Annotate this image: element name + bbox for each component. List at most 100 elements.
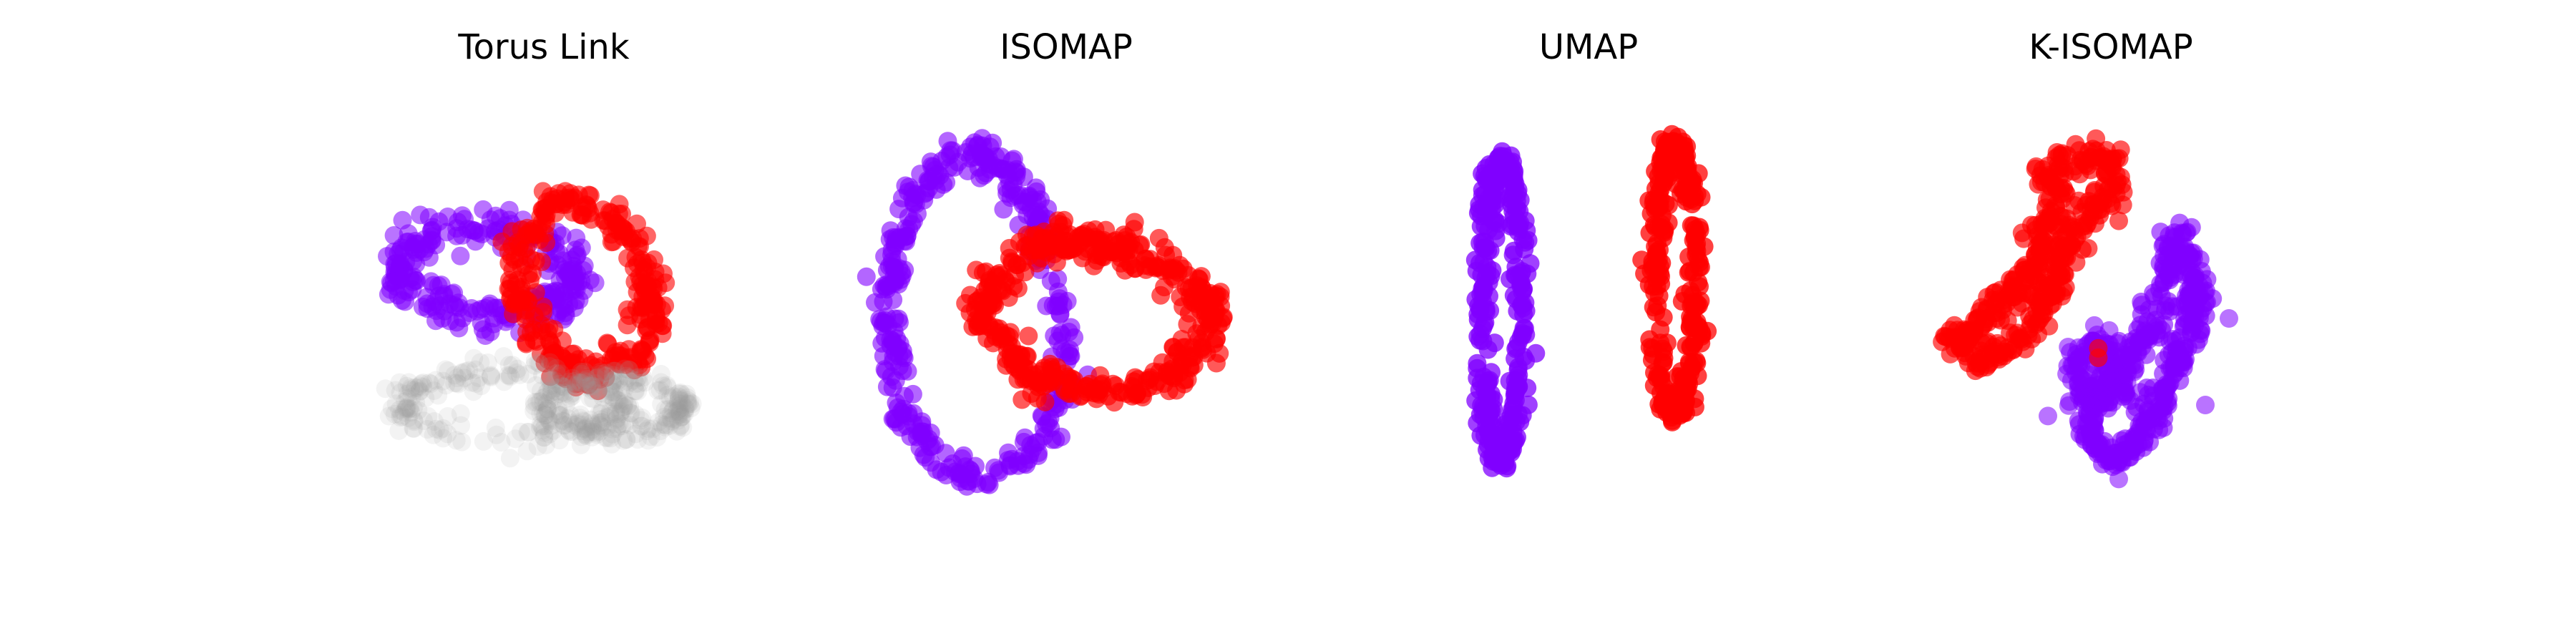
scatter-point-shadow-3-42 [678, 388, 697, 407]
scatter-point-shadow-2-40 [391, 383, 410, 402]
scatter-point-shadow-3-53 [536, 405, 555, 424]
scatter-point-red-1-391 [1060, 225, 1079, 244]
scatter-point-shadow-3-93 [667, 421, 686, 441]
scatter-point-shadow-2-69 [618, 396, 637, 416]
scatter-point-shadow-2-63 [518, 364, 537, 384]
scatter-point-shadow-3-140 [653, 376, 673, 396]
scatter-point-shadow-2-125 [608, 391, 628, 411]
scatter-point-shadow-3-75 [655, 400, 675, 419]
scatter-point-shadow-2-55 [614, 397, 633, 416]
scatter-point-shadow-3-9 [618, 369, 638, 387]
scatter-point-shadow-2-188 [611, 403, 630, 421]
scatter-point-shadow-2-139 [486, 419, 505, 437]
scatter-point-shadow-2-175 [590, 416, 609, 434]
panel-title-isomap: ISOMAP [1000, 27, 1133, 67]
scatter-point-shadow-3-157 [651, 421, 670, 441]
scatter-point-shadow-2-209 [582, 377, 601, 396]
scatter-point-shadow-3-155 [531, 392, 550, 411]
scatter-point-shadow-3-123 [592, 404, 610, 423]
scatter-point-shadow-3-117 [626, 381, 645, 401]
scatter-point-shadow-2-61 [452, 364, 472, 383]
scatter-point-shadow-3-184 [534, 394, 553, 413]
scatter-point-shadow-3-38 [615, 359, 634, 379]
scatter-point-red-1-334 [1148, 258, 1167, 277]
scatter-point-red-1-400 [977, 329, 997, 348]
scatter-point-shadow-3-99 [655, 415, 675, 434]
scatter-point-red-1-276 [628, 254, 647, 273]
scatter-point-shadow-3-144 [631, 411, 650, 430]
scatter-point-shadow-3-119 [641, 427, 660, 447]
scatter-point-shadow-3-21 [536, 387, 555, 406]
scatter-point-shadow-3-34 [620, 361, 639, 380]
scatter-point-shadow-2-58 [401, 403, 421, 422]
scatter-point-shadow-2-152 [401, 380, 421, 399]
scatter-point-shadow-2-38 [500, 449, 519, 468]
scatter-point-shadow-2-67 [464, 382, 483, 401]
scatter-point-shadow-2-218 [406, 393, 426, 412]
scatter-point-shadow-2-191 [498, 366, 517, 385]
scatter-point-purple-1-340 [2182, 218, 2201, 237]
scatter-point-purple-0-365 [952, 449, 972, 468]
scatter-point-shadow-3-111 [633, 368, 653, 387]
scatter-point-purple-0-165 [877, 377, 897, 396]
scatter-point-shadow-2-39 [457, 362, 476, 381]
scatter-point-shadow-2-101 [445, 374, 464, 393]
scatter-point-shadow-3-33 [669, 406, 688, 424]
scatter-point-shadow-3-70 [582, 376, 602, 396]
scatter-point-shadow-2-145 [452, 432, 472, 452]
scatter-point-shadow-2-110 [535, 423, 554, 442]
scatter-point-shadow-3-48 [648, 428, 667, 447]
scatter-point-shadow-2-9 [494, 347, 513, 366]
scatter-point-shadow-2-201 [390, 373, 409, 392]
scatter-point-shadow-2-140 [610, 394, 629, 414]
scatter-point-red-1-308 [1651, 320, 1670, 339]
scatter-point-shadow-2-7 [424, 381, 444, 400]
scatter-point-red-0-352 [1945, 316, 1964, 335]
scatter-point-red-1-406 [1098, 386, 1118, 406]
scatter-point-purple-1-367 [2196, 306, 2215, 326]
scatter-point-purple-0-328 [894, 386, 914, 406]
scatter-point-purple-2-119 [2058, 356, 2077, 376]
scatter-point-purple-4-3 [2109, 469, 2128, 489]
scatter-point-shadow-3-133 [670, 402, 689, 421]
scatter-point-shadow-3-88 [597, 408, 616, 427]
scatter-point-purple-0-171 [936, 444, 955, 463]
scatter-point-shadow-2-199 [396, 398, 416, 417]
scatter-point-shadow-2-208 [376, 379, 395, 399]
scatter-point-purple-1-377 [2112, 452, 2131, 472]
scatter-point-shadow-3-59 [597, 417, 617, 436]
scatter-point-shadow-3-115 [572, 364, 591, 384]
scatter-point-shadow-3-163 [663, 411, 682, 431]
scatter-point-shadow-2-190 [449, 374, 468, 394]
scatter-point-shadow-3-210 [639, 419, 658, 438]
scatter-point-red-0-364 [2061, 236, 2080, 255]
scatter-point-shadow-2-134 [393, 407, 412, 426]
scatter-point-shadow-3-118 [656, 416, 675, 435]
scatter-point-shadow-3-202 [664, 399, 683, 419]
scatter-point-shadow-3-169 [673, 406, 692, 426]
scatter-point-purple-0-256 [429, 276, 448, 296]
scatter-point-purple-0-231 [476, 326, 495, 345]
scatter-point-red-1-358 [1116, 260, 1135, 280]
scatter-point-red-1-395 [1057, 241, 1076, 260]
scatter-point-shadow-2-65 [600, 406, 620, 426]
scatter-point-shadow-3-1 [562, 375, 582, 394]
scatter-point-shadow-2-5 [593, 388, 613, 407]
scatter-point-purple-0-226 [567, 228, 586, 248]
scatter-point-shadow-2-90 [626, 405, 645, 424]
scatter-point-purple-0-353 [1001, 180, 1020, 200]
scatter-point-red-1-322 [1692, 327, 1711, 346]
scatter-point-purple-0-321 [1478, 241, 1498, 260]
scatter-point-shadow-2-157 [462, 373, 482, 392]
scatter-point-shadow-2-153 [615, 391, 634, 410]
scatter-point-shadow-2-214 [452, 416, 471, 435]
scatter-point-shadow-3-124 [658, 386, 677, 405]
scatter-point-red-0-325 [2031, 166, 2050, 185]
scatter-point-shadow-3-116 [653, 415, 672, 434]
scatter-point-shadow-3-56 [560, 413, 580, 432]
scatter-point-shadow-3-86 [547, 382, 566, 401]
scatter-point-red-0-369 [1971, 349, 1989, 369]
scatter-point-shadow-3-92 [602, 419, 622, 439]
scatter-point-shadow-2-13 [416, 389, 435, 408]
scatter-point-shadow-2-114 [404, 399, 423, 418]
